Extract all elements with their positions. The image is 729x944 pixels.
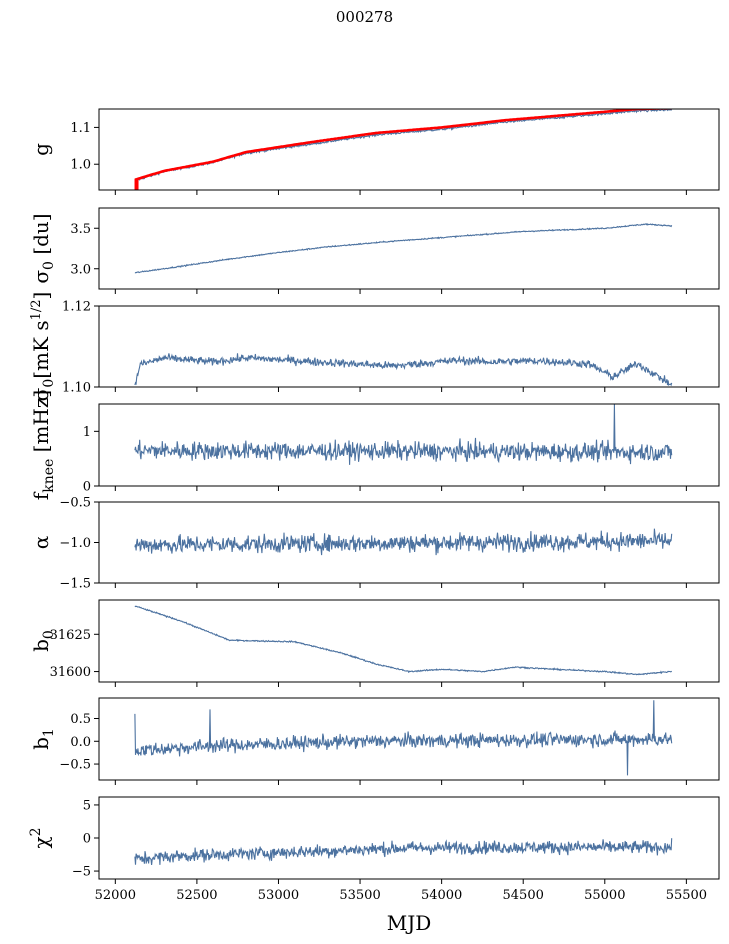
- svg-text:g: g: [29, 143, 53, 156]
- x-tick-label-7: 55500: [666, 888, 707, 903]
- series-line-3: [134, 404, 673, 465]
- y-tick-label-2-0: 1.10: [62, 381, 91, 396]
- y-axis-label-3: fknee [mHz]: [29, 390, 57, 500]
- svg-text:σ0[mK s1/2]: σ0[mK s1/2]: [29, 292, 57, 402]
- y-tick-label-3-1: 1: [83, 425, 91, 440]
- y-tick-label-1-1: 3.5: [70, 222, 91, 237]
- x-tick-label-6: 55000: [584, 888, 625, 903]
- axes-frame-6: [98, 697, 720, 781]
- y-axis-label-2: σ0[mK s1/2]: [29, 292, 57, 402]
- x-tick-label-2: 53000: [258, 888, 299, 903]
- svg-text:b0: b0: [29, 630, 57, 652]
- series-line-7: [134, 838, 673, 865]
- svg-text:χ2: χ2: [28, 827, 53, 848]
- y-tick-label-6-2: 0.5: [70, 712, 91, 727]
- panel-1: 3.0 3.5: [70, 207, 720, 294]
- y-axis-label-4: α: [29, 536, 53, 550]
- y-axis-label-6: b1: [29, 728, 57, 750]
- series-line-1: [134, 222, 673, 274]
- panel-5: 31600 31625: [50, 599, 720, 687]
- y-tick-label-7-0: −5: [72, 865, 91, 880]
- axes-frame-3: [98, 403, 720, 487]
- y-tick-label-5-0: 31600: [50, 665, 91, 680]
- x-tick-label-3: 53500: [339, 888, 380, 903]
- y-axis-label-1: σ0 [du]: [29, 213, 57, 283]
- panel-0: 1.0 1.1: [70, 108, 720, 195]
- panel-4: −1.5 −1.0 −0.5: [59, 496, 720, 592]
- y-tick-label-2-1: 1.12: [62, 300, 91, 315]
- axes-frame-0: [98, 108, 720, 191]
- y-tick-label-3-0: 0: [83, 480, 91, 495]
- overlay-line-0: [134, 109, 672, 181]
- figure-title: 000278: [335, 8, 394, 26]
- axes-frame-5: [98, 599, 720, 683]
- y-tick-label-4-0: −1.5: [59, 577, 91, 592]
- x-axis-label: MJD: [387, 911, 432, 935]
- y-axis-label-5: b0: [29, 630, 57, 652]
- y-tick-label-6-1: 0.0: [70, 735, 91, 750]
- panel-6: −0.5 0.0 0.5: [59, 697, 720, 785]
- panel-7: −5 0 5 52000 52500 53000 53500 54000 54500 55000 5…: [72, 796, 720, 903]
- series-line-0: [134, 109, 673, 182]
- svg-text:σ0 [du]: σ0 [du]: [29, 213, 57, 283]
- x-tick-label-1: 52500: [176, 888, 217, 903]
- svg-text:α: α: [29, 536, 53, 550]
- y-tick-label-4-1: −1.0: [59, 536, 91, 551]
- y-tick-label-0-0: 1.0: [70, 158, 91, 173]
- series-line-2: [134, 353, 673, 387]
- panel-3: 01: [83, 403, 720, 495]
- y-tick-label-4-2: −0.5: [59, 496, 91, 511]
- axes-frame-2: [98, 305, 720, 388]
- panel-2: 1.10 1.12: [62, 300, 720, 396]
- y-tick-label-5-1: 31625: [50, 628, 91, 643]
- y-tick-label-0-1: 1.1: [70, 121, 91, 136]
- x-tick-label-0: 52000: [95, 888, 136, 903]
- x-tick-label-4: 54000: [421, 888, 462, 903]
- y-tick-label-1-0: 3.0: [70, 262, 91, 277]
- svg-text:b1: b1: [29, 728, 57, 750]
- y-axis-label-0: g: [29, 143, 53, 156]
- axes-frame-1: [98, 207, 720, 290]
- y-tick-label-7-2: 5: [83, 798, 91, 813]
- series-line-6: [134, 700, 673, 776]
- y-tick-label-6-0: −0.5: [59, 758, 91, 773]
- axes-frame-7: [98, 796, 720, 880]
- svg-text:fknee [mHz]: fknee [mHz]: [29, 390, 57, 500]
- y-tick-label-7-1: 0: [83, 832, 91, 847]
- y-axis-label-7: χ2: [28, 827, 53, 848]
- series-line-4: [134, 528, 673, 556]
- x-tick-label-5: 54500: [503, 888, 544, 903]
- series-line-5: [134, 605, 673, 676]
